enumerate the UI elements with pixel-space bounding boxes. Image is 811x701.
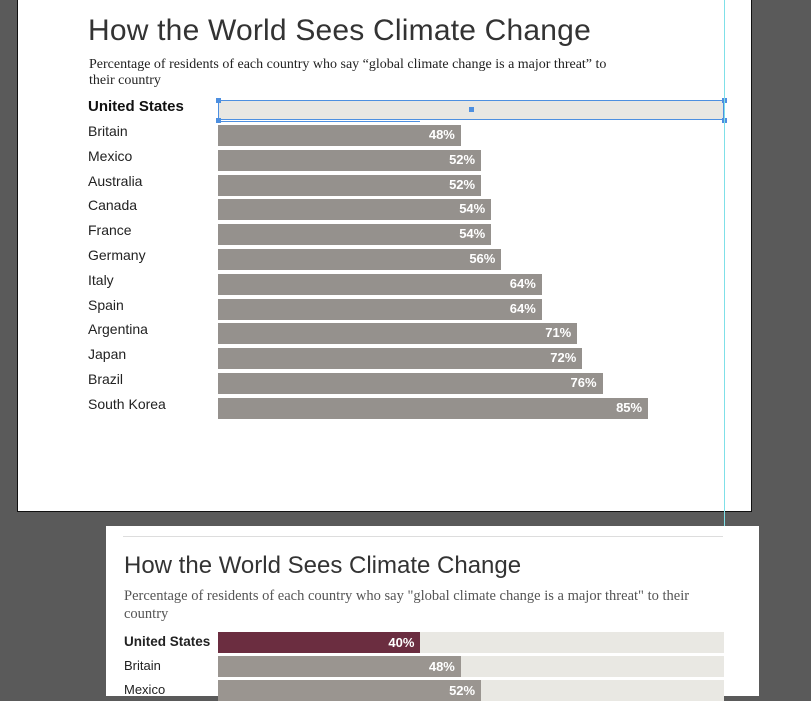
bar[interactable]: 54% <box>218 199 492 221</box>
chart-title[interactable]: How the World Sees Climate Change <box>88 14 591 47</box>
row-label[interactable]: Italy <box>88 271 114 288</box>
bar[interactable]: 76% <box>218 373 603 394</box>
bar-value-label: 54% <box>459 201 486 217</box>
preview-row-label: Mexico <box>124 682 166 697</box>
bar[interactable]: 52% <box>218 174 482 196</box>
row-label[interactable]: Britain <box>88 123 128 139</box>
bar-value-label: 48% <box>428 127 455 142</box>
row-label[interactable]: South Korea <box>88 395 166 412</box>
row-label[interactable]: Spain <box>88 296 124 313</box>
preview-bar: 40% <box>218 632 421 653</box>
preview-bar: 52% <box>218 680 482 701</box>
bar[interactable]: 64% <box>218 298 542 320</box>
row-label[interactable]: Argentina <box>88 321 148 338</box>
selection-center-handle[interactable] <box>469 107 474 112</box>
row-label-united-states[interactable]: United States <box>88 98 184 115</box>
web-preview: How the World Sees Climate Change Percen… <box>106 526 759 701</box>
divider <box>123 536 723 537</box>
bar-value-label: 64% <box>509 275 536 291</box>
selection-edge <box>218 121 420 122</box>
preview-subtitle: Percentage of residents of each country … <box>124 588 690 622</box>
preview-row-label: United States <box>124 634 211 649</box>
guide-line[interactable] <box>724 0 725 692</box>
preview-bar-value-label: 48% <box>428 659 455 674</box>
bar[interactable]: 85% <box>218 397 649 419</box>
chart-subtitle[interactable]: Percentage of residents of each country … <box>89 57 607 88</box>
row-label[interactable]: France <box>88 222 132 239</box>
bar-value-label: 56% <box>469 251 496 266</box>
row-label[interactable]: Australia <box>88 172 143 189</box>
preview-bar: 48% <box>218 656 461 677</box>
preview-row-label: Britain <box>124 658 161 673</box>
bar[interactable]: 56% <box>218 249 502 270</box>
bar-value-label: 76% <box>570 375 597 390</box>
preview-bar-value-label: 52% <box>449 683 476 698</box>
preview-title: How the World Sees Climate Change <box>124 552 522 579</box>
selection-handle[interactable] <box>216 118 221 123</box>
row-label[interactable]: Mexico <box>88 147 133 164</box>
bar-value-label: 64% <box>509 300 536 316</box>
bar[interactable]: 48% <box>218 125 461 146</box>
bar-value-label: 54% <box>459 226 486 242</box>
bar-value-label: 52% <box>449 176 476 192</box>
bar-value-label: 72% <box>550 350 577 366</box>
preview-bar-track: 40% <box>218 632 724 653</box>
bar-value-label: 52% <box>449 151 476 167</box>
row-label[interactable]: Canada <box>88 197 138 214</box>
row-label[interactable]: Brazil <box>88 371 124 387</box>
bar[interactable]: 71% <box>218 323 578 345</box>
preview-bar-track: 52% <box>218 680 724 701</box>
bar-value-label: 71% <box>545 325 572 341</box>
selection-handle[interactable] <box>216 98 221 103</box>
row-label[interactable]: Japan <box>88 346 127 363</box>
bar[interactable]: 52% <box>218 149 482 171</box>
bar[interactable]: 72% <box>218 348 583 370</box>
bar-value-label: 85% <box>616 399 643 415</box>
bar[interactable]: 54% <box>218 224 492 246</box>
preview-bar-track: 48% <box>218 656 724 677</box>
artboard: How the World Sees Climate Change Percen… <box>17 0 752 512</box>
preview-bar-value-label: 40% <box>388 635 415 650</box>
bar[interactable]: 64% <box>218 273 542 295</box>
row-label[interactable]: Germany <box>88 247 146 263</box>
